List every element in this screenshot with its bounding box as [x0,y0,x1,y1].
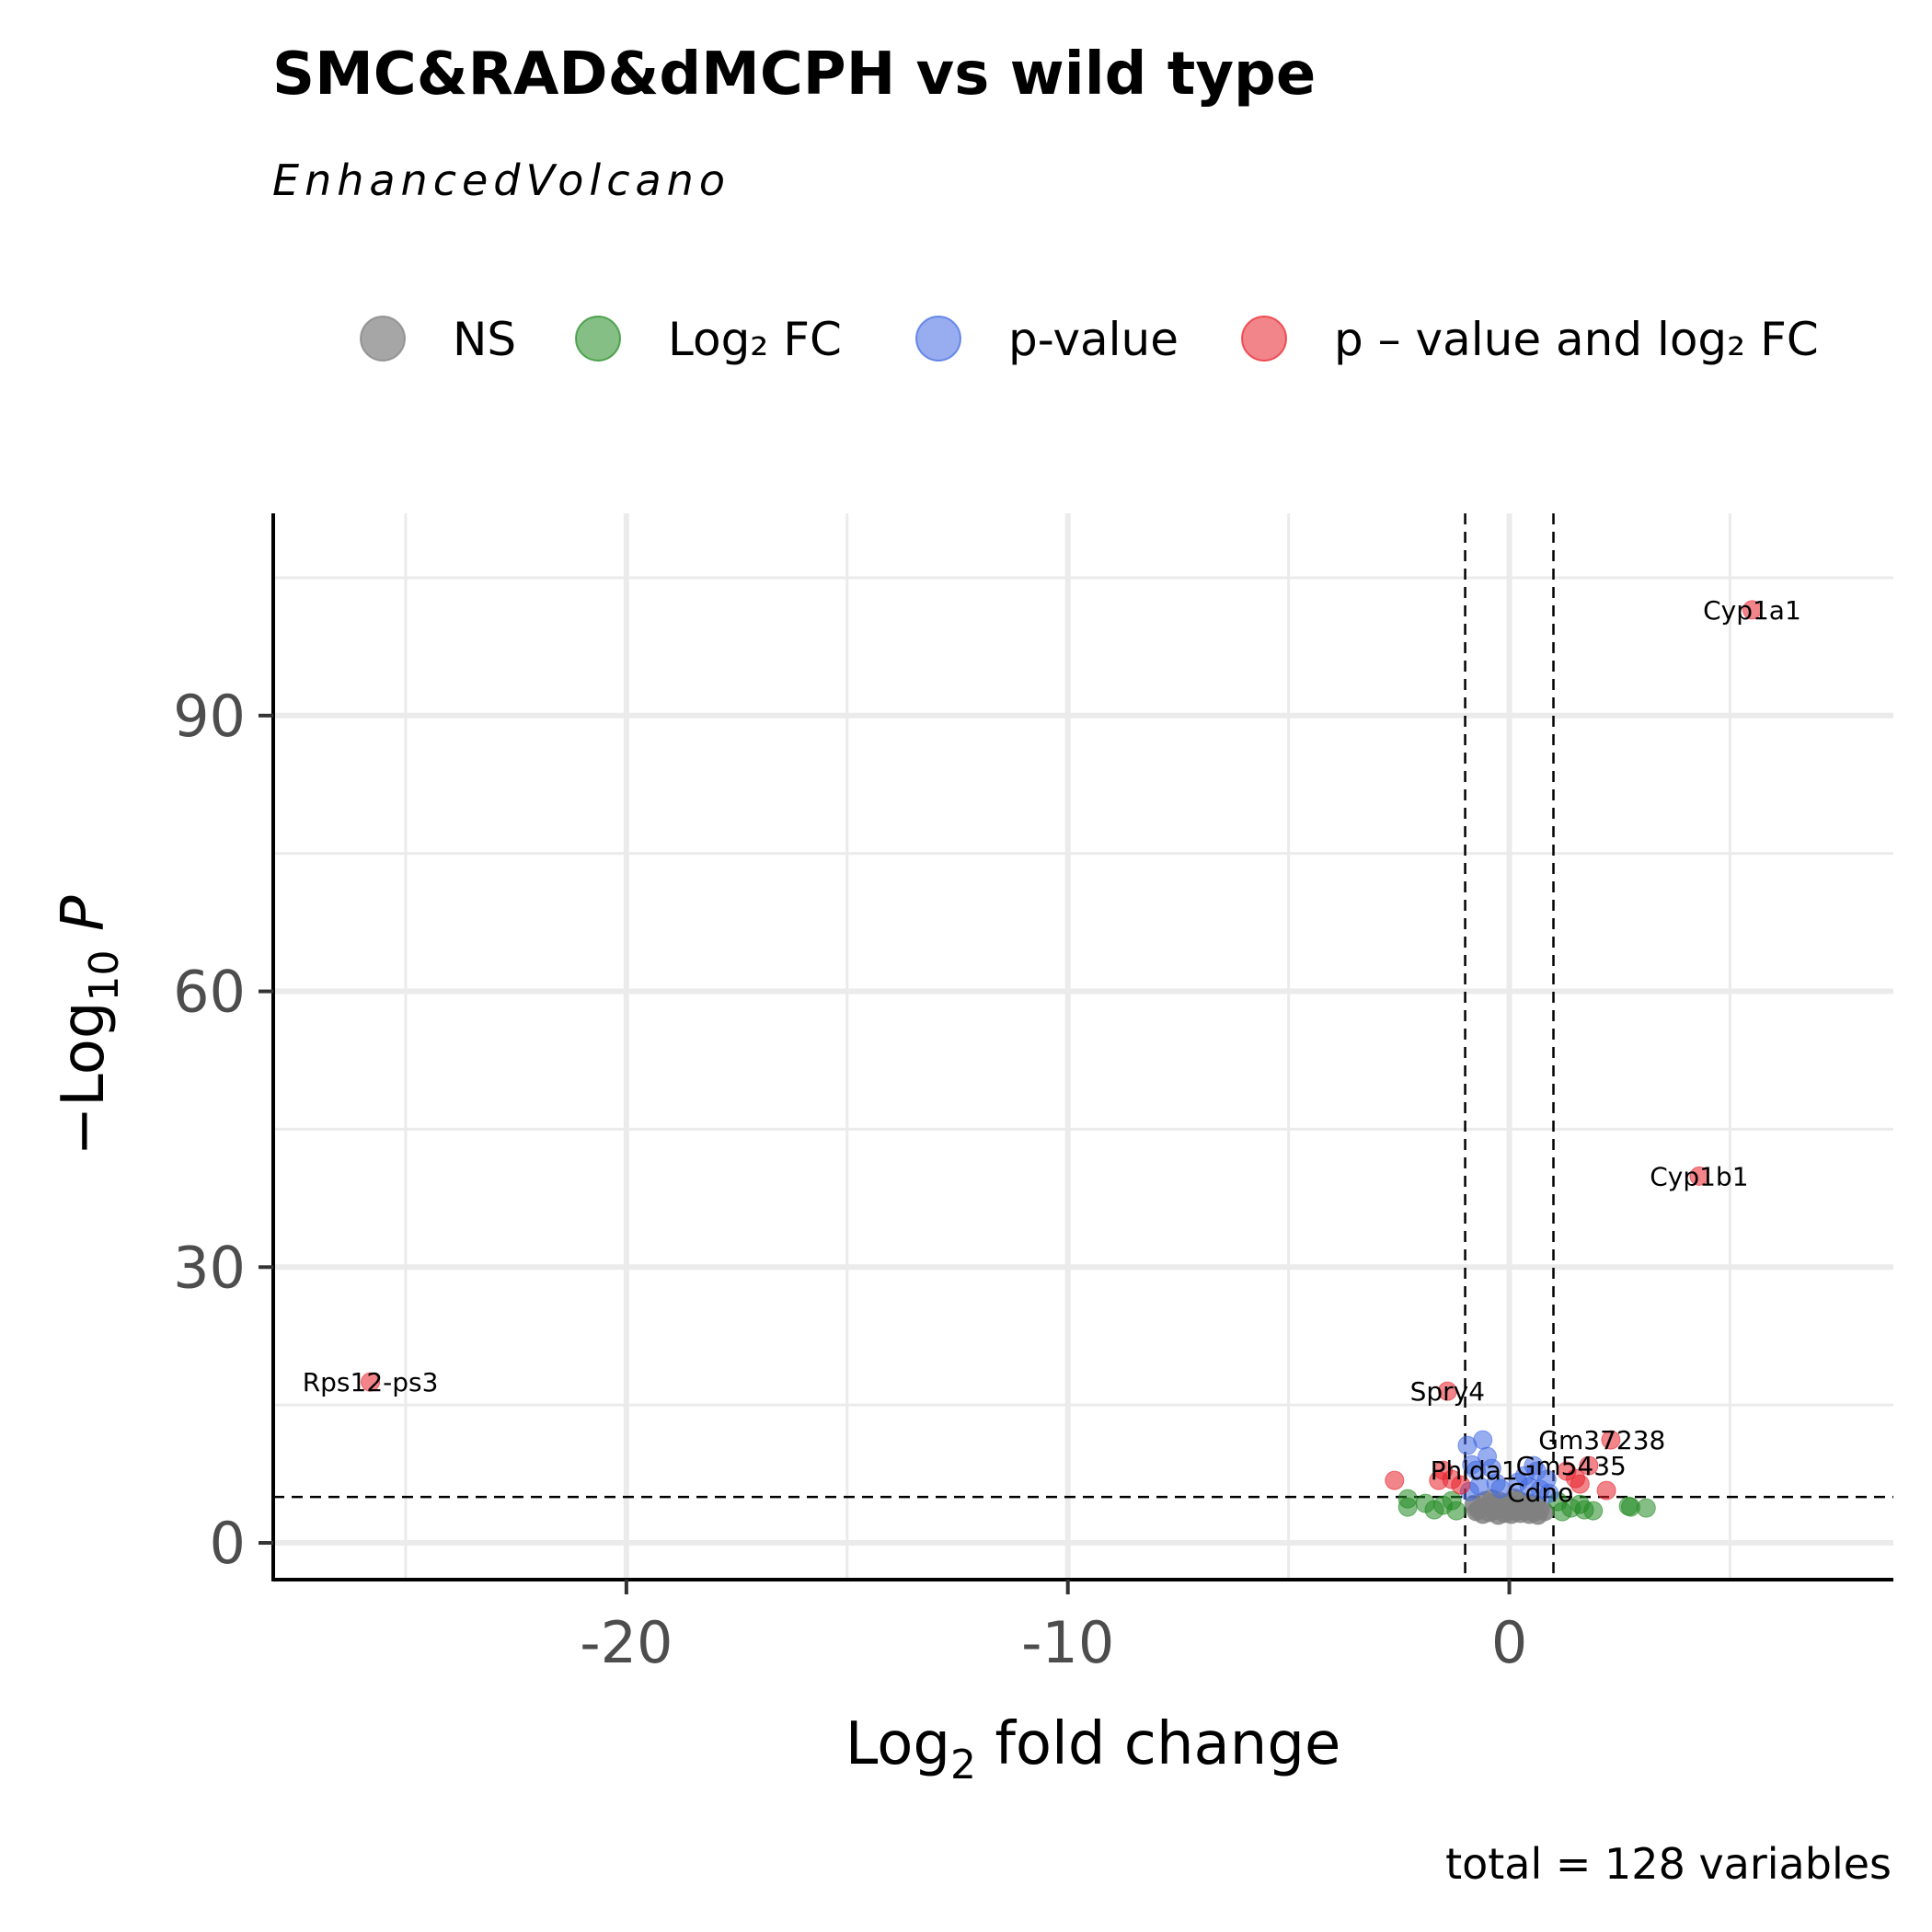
point-p-value [1473,1430,1493,1450]
point-ns [1528,1505,1548,1525]
legend: NS Log₂ FC p-value p – value and log₂ FC [360,313,1819,366]
legend-swatch [915,316,961,362]
tick-labels: -20 -10 0 0 30 60 90 [173,683,1527,1676]
cutoff-lines [273,513,1893,1580]
legend-swatch [1241,316,1287,362]
y-tick-label: 30 [173,1234,246,1301]
axes [271,513,1893,1581]
gene-label-cyp1b1: Cyp1b1 [1650,1161,1748,1191]
point-log2-fc [1583,1501,1604,1521]
gene-labels: Cyp1a1 Cyp1b1 Rps12-ps3 Spry4 Gm37238Gm5435P… [303,595,1801,1508]
point-p-value-and-log2-fc [1385,1470,1405,1490]
chart-title: SMC&RAD&dMCPH vs wild type [272,40,1316,109]
x-axis-title: Log2 fold change [845,1710,1341,1788]
point-p-value-and-log2-fc [1596,1480,1616,1501]
point-p-value [1526,1461,1547,1481]
gene-label-cdno: Cdno [1507,1478,1573,1508]
legend-label: p – value and log₂ FC [1334,313,1819,366]
legend-swatch [360,316,406,362]
point-p-value-and-log2-fc [1557,1461,1577,1481]
point-p-value-and-log2-fc [1570,1474,1590,1494]
point-ns [1466,1501,1487,1522]
legend-label: p-value [1008,313,1179,366]
grid-lines [273,513,1893,1580]
point-p-value [1490,1478,1511,1499]
chart-subtitle: EnhancedVolcano [272,155,730,205]
y-axis-title: −Log10 P [50,895,128,1156]
point-log2-fc [1446,1501,1466,1521]
caption: total = 128 variables [1445,1839,1892,1889]
legend-label: NS [453,313,516,366]
point-p-value-and-log2-fc [1742,600,1762,620]
gene-label-cyp1a1: Cyp1a1 [1703,595,1801,626]
point-p-value-and-log2-fc [1601,1430,1621,1450]
gene-label-gm5435: Gm5435 [1516,1451,1627,1481]
data-points [361,600,1762,1525]
y-tick-label: 0 [210,1510,246,1577]
point-log2-fc [1397,1497,1418,1517]
point-p-value-and-log2-fc [1689,1166,1709,1186]
point-log2-fc [1636,1498,1656,1518]
x-tick-label: -10 [1021,1609,1114,1676]
x-tick-label: -20 [580,1609,673,1676]
point-p-value-and-log2-fc [361,1372,381,1392]
point-p-value-and-log2-fc [1442,1469,1462,1489]
y-tick-label: 90 [173,683,246,750]
gene-label-spry4: Spry4 [1410,1376,1485,1407]
legend-swatch [575,316,621,362]
point-p-value-and-log2-fc [1579,1455,1599,1476]
point-ns [1482,1493,1502,1513]
x-tick-label: 0 [1491,1609,1527,1676]
point-p-value [1539,1483,1559,1503]
point-ns [1512,1499,1532,1519]
gene-label-rps12-ps3: Rps12-ps3 [303,1367,439,1397]
gene-label-phlda1: Phlda1 [1431,1455,1518,1486]
y-tick-label: 60 [173,959,246,1026]
legend-label: Log₂ FC [668,313,842,366]
gene-label-gm37238: Gm37238 [1538,1425,1665,1455]
point-p-value-and-log2-fc [1437,1381,1457,1401]
